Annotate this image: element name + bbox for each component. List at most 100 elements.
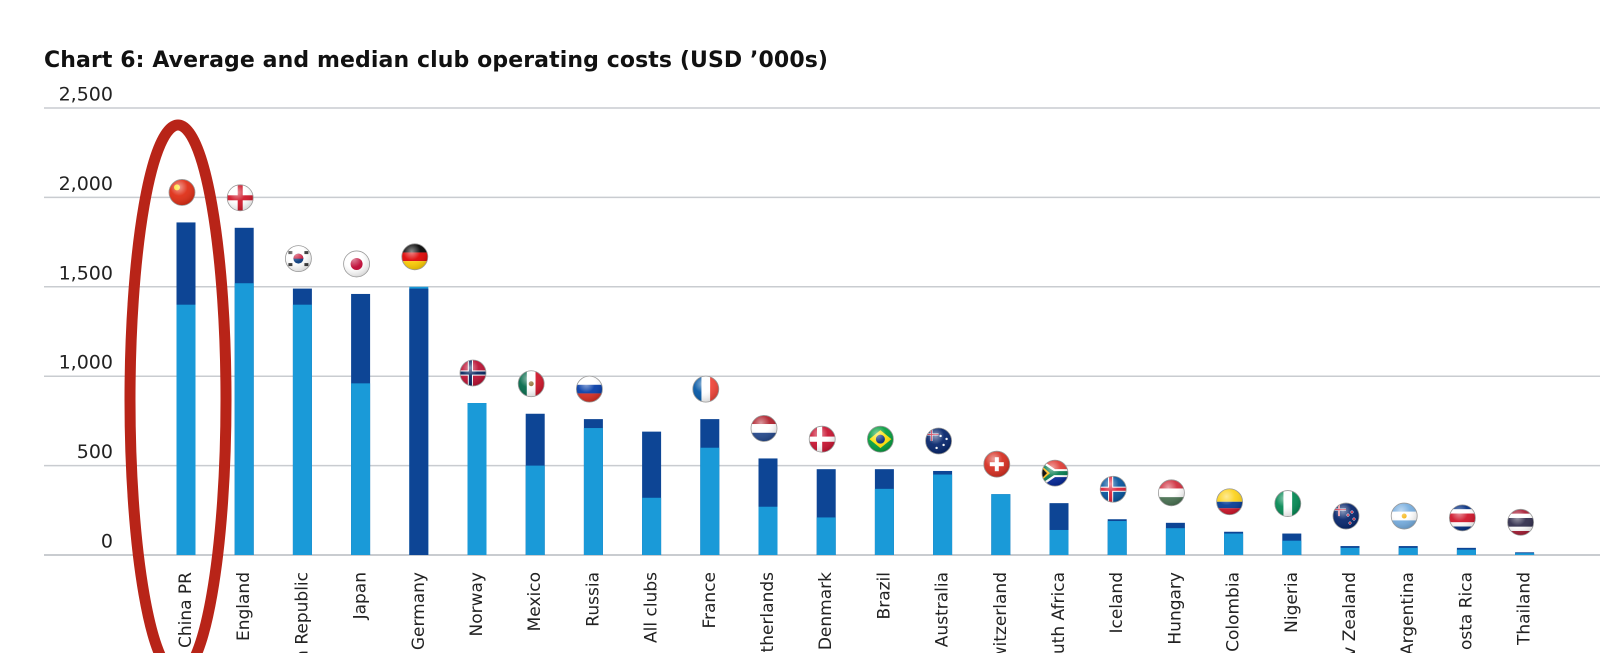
flag-icon-th xyxy=(1507,508,1534,536)
x-category-label: Denmark xyxy=(816,572,836,650)
flag-icon-za xyxy=(1041,459,1069,487)
flag-icon-nz xyxy=(1332,502,1360,530)
bar-series-2 xyxy=(1282,540,1302,555)
x-category-label: Japan xyxy=(351,572,371,620)
flag-gloss xyxy=(1333,503,1359,530)
bar-series-2 xyxy=(1224,533,1244,555)
flag-icon-kr xyxy=(284,245,312,272)
bar-series-2 xyxy=(234,283,254,555)
bar-series-1 xyxy=(409,288,429,555)
flag-icon-de xyxy=(401,243,429,271)
x-category-label: Nigeria xyxy=(1282,572,1302,633)
flag-icon-mx xyxy=(517,370,545,398)
chart-title: Chart 6: Average and median club operati… xyxy=(44,48,829,73)
x-category-label: Hungary xyxy=(1165,572,1185,645)
flag-outline xyxy=(576,375,603,403)
flag-gloss xyxy=(460,360,486,387)
flag-icon-fr xyxy=(692,375,720,403)
flag-outline xyxy=(1041,459,1069,487)
x-category-label: a Republic xyxy=(292,572,312,653)
flag-gloss xyxy=(1449,504,1476,531)
flag-gloss xyxy=(1391,503,1418,530)
x-category-label: France xyxy=(700,572,720,629)
flag-gloss xyxy=(1274,490,1301,517)
flag-outline xyxy=(1507,508,1534,536)
flag-gloss xyxy=(401,243,428,270)
flag-outline xyxy=(1216,488,1243,516)
flag-outline xyxy=(226,184,254,212)
bar-series-2 xyxy=(292,304,312,555)
y-tick-label: 1,500 xyxy=(59,262,113,284)
bar-series-2 xyxy=(525,465,545,555)
bar-series-2 xyxy=(874,488,894,555)
bar-series-2 xyxy=(642,497,662,555)
flag-outline xyxy=(459,359,487,387)
flag-icon-ru xyxy=(576,375,603,403)
x-category-label: Iceland xyxy=(1107,572,1127,634)
x-category-label: Mexico xyxy=(525,572,545,631)
flag-gloss xyxy=(169,179,195,206)
bar-series-2 xyxy=(1107,521,1127,555)
flag-icon-ch xyxy=(983,450,1011,478)
flag-outline xyxy=(867,425,894,453)
flag-outline xyxy=(983,450,1011,478)
bar-series-2 xyxy=(1515,553,1535,555)
flag-outline xyxy=(343,250,371,278)
flag-gloss xyxy=(983,451,1010,478)
y-tick-label: 2,000 xyxy=(59,173,113,195)
bar-series-2 xyxy=(467,403,487,555)
bar-series-2 xyxy=(933,474,953,555)
flag-outline xyxy=(1390,502,1418,530)
highlight-annotation xyxy=(124,119,232,653)
flag-icon-no xyxy=(459,359,487,387)
flag-gloss xyxy=(1042,460,1068,487)
y-tick-label: 1,000 xyxy=(59,352,113,374)
x-category-label: Argentina xyxy=(1398,572,1418,653)
bar-series-2 xyxy=(1049,529,1069,555)
y-tick-label: 0 xyxy=(101,531,113,553)
flag-icon-ng xyxy=(1274,490,1302,517)
flag-outline xyxy=(1332,502,1360,530)
flag-icon-gb-eng xyxy=(226,184,254,212)
flag-gloss xyxy=(1216,488,1243,515)
flag-icon-is xyxy=(1099,475,1127,503)
bar-series-2 xyxy=(1456,549,1476,555)
x-category-label: All clubs xyxy=(642,572,662,643)
x-category-label: Brazil xyxy=(874,572,894,619)
flag-gloss xyxy=(576,376,603,403)
flag-outline xyxy=(1274,490,1302,517)
flag-gloss xyxy=(518,370,545,397)
flag-gloss xyxy=(285,245,312,272)
flag-icons xyxy=(168,179,1534,536)
x-category-label: Colombia xyxy=(1224,572,1244,652)
flag-icon-co xyxy=(1216,488,1243,516)
flag-gloss xyxy=(1507,509,1534,536)
flag-outline xyxy=(517,370,545,398)
x-category-label: China PR xyxy=(176,572,196,648)
flag-gloss xyxy=(867,426,894,453)
flag-icon-jp xyxy=(343,250,371,278)
x-category-label: England xyxy=(234,572,254,641)
flag-outline xyxy=(692,375,720,403)
x-category-label: witzerland xyxy=(991,572,1011,653)
x-category-label: therlands xyxy=(758,572,778,653)
flag-outline xyxy=(168,179,196,206)
x-category-label: Germany xyxy=(409,572,429,650)
bar-series-2 xyxy=(1165,528,1185,555)
flag-gloss xyxy=(343,250,370,277)
flag-icon-hu xyxy=(1158,479,1185,507)
x-category-label: Russia xyxy=(583,572,603,627)
flag-outline xyxy=(750,415,778,442)
flag-gloss xyxy=(751,415,777,442)
bar-series-2 xyxy=(176,304,196,555)
bar-series-2 xyxy=(1340,547,1360,555)
flag-outline xyxy=(284,245,312,272)
flag-icon-dk xyxy=(808,425,836,453)
y-tick-label: 2,500 xyxy=(59,84,113,106)
bar-series-2 xyxy=(991,494,1011,555)
flag-gloss xyxy=(925,427,952,454)
x-axis-category-labels: China PR England a Republic Japan Germany Nor… xyxy=(176,572,1535,653)
flag-icon-br xyxy=(867,425,894,453)
bar-series-2 xyxy=(758,506,778,555)
